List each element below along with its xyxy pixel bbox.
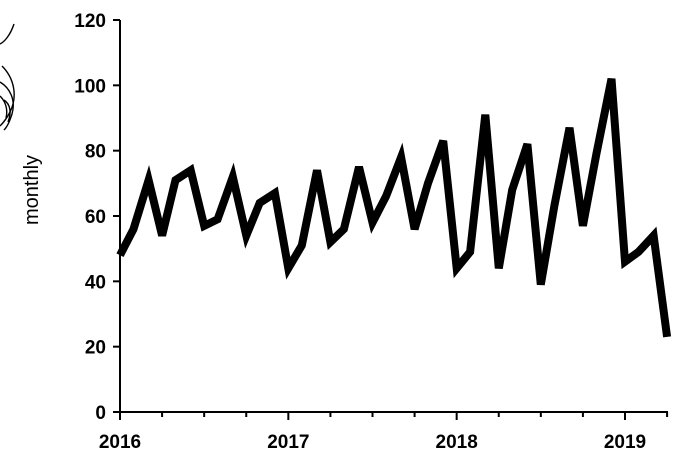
y-tick-label: 0	[95, 403, 106, 424]
y-tick-label: 20	[85, 338, 106, 359]
x-tick-label: 2019	[604, 432, 646, 453]
y-axis-title: monthly	[21, 155, 43, 225]
y-tick-label: 60	[85, 207, 106, 228]
x-tick-label: 2018	[436, 432, 478, 453]
y-axis: 0 20 40 60 80 100 120	[74, 11, 121, 424]
y-tick-label: 120	[74, 11, 106, 32]
series-line-0	[116, 78, 672, 338]
series-layer	[116, 78, 672, 338]
x-tick-label: 2017	[267, 432, 309, 453]
handwritten-scribble	[0, 23, 15, 131]
x-axis: 2016 2017 2018 2019	[99, 411, 669, 453]
y-tick-label: 100	[74, 76, 106, 97]
y-tick-label: 40	[85, 272, 106, 293]
x-tick-label: 2016	[99, 432, 141, 453]
y-tick-label: 80	[85, 142, 106, 163]
